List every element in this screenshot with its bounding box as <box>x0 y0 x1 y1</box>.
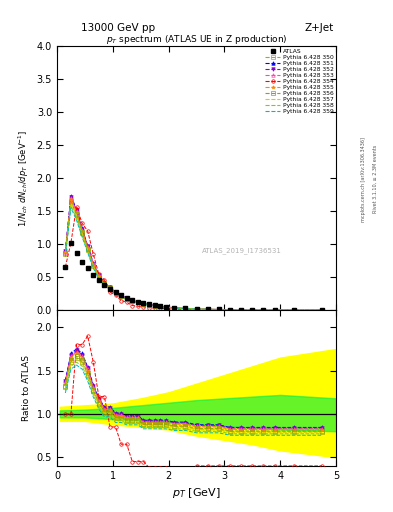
X-axis label: $p_T\ [\mathrm{GeV}]$: $p_T\ [\mathrm{GeV}]$ <box>172 486 221 500</box>
Y-axis label: $1/N_{ch}\ dN_{ch}/dp_T\ [\rm{GeV}^{-1}]$: $1/N_{ch}\ dN_{ch}/dp_T\ [\rm{GeV}^{-1}]… <box>17 130 31 227</box>
Legend: ATLAS, Pythia 6.428 350, Pythia 6.428 351, Pythia 6.428 352, Pythia 6.428 353, P: ATLAS, Pythia 6.428 350, Pythia 6.428 35… <box>265 48 334 115</box>
Text: 13000 GeV pp: 13000 GeV pp <box>81 23 155 33</box>
Text: Z+Jet: Z+Jet <box>305 23 334 33</box>
Y-axis label: Ratio to ATLAS: Ratio to ATLAS <box>22 355 31 421</box>
Text: mcplots.cern.ch [arXiv:1306.3436]: mcplots.cern.ch [arXiv:1306.3436] <box>361 137 366 222</box>
Title: $p_T$ spectrum (ATLAS UE in Z production): $p_T$ spectrum (ATLAS UE in Z production… <box>106 33 287 46</box>
Text: Rivet 3.1.10, ≥ 2.3M events: Rivet 3.1.10, ≥ 2.3M events <box>373 145 378 214</box>
Text: ATLAS_2019_I1736531: ATLAS_2019_I1736531 <box>202 247 282 253</box>
